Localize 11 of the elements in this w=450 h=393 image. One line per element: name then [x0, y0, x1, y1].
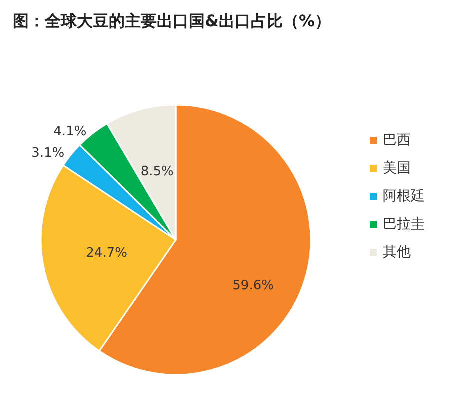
- legend-label: 美国: [383, 160, 411, 176]
- data-label: 3.1%: [32, 146, 65, 162]
- chart-title: 图：全球大豆的主要出口国&出口占比（%）: [13, 12, 331, 30]
- legend-label: 巴拉圭: [383, 216, 425, 232]
- data-label: 24.7%: [86, 246, 128, 261]
- legend-label: 阿根廷: [383, 188, 425, 204]
- data-label: 4.1%: [54, 124, 87, 140]
- data-label: 8.5%: [140, 164, 174, 180]
- legend-label: 其他: [383, 244, 411, 260]
- data-label: 59.6%: [232, 278, 274, 294]
- legend-label: 巴西: [383, 132, 411, 148]
